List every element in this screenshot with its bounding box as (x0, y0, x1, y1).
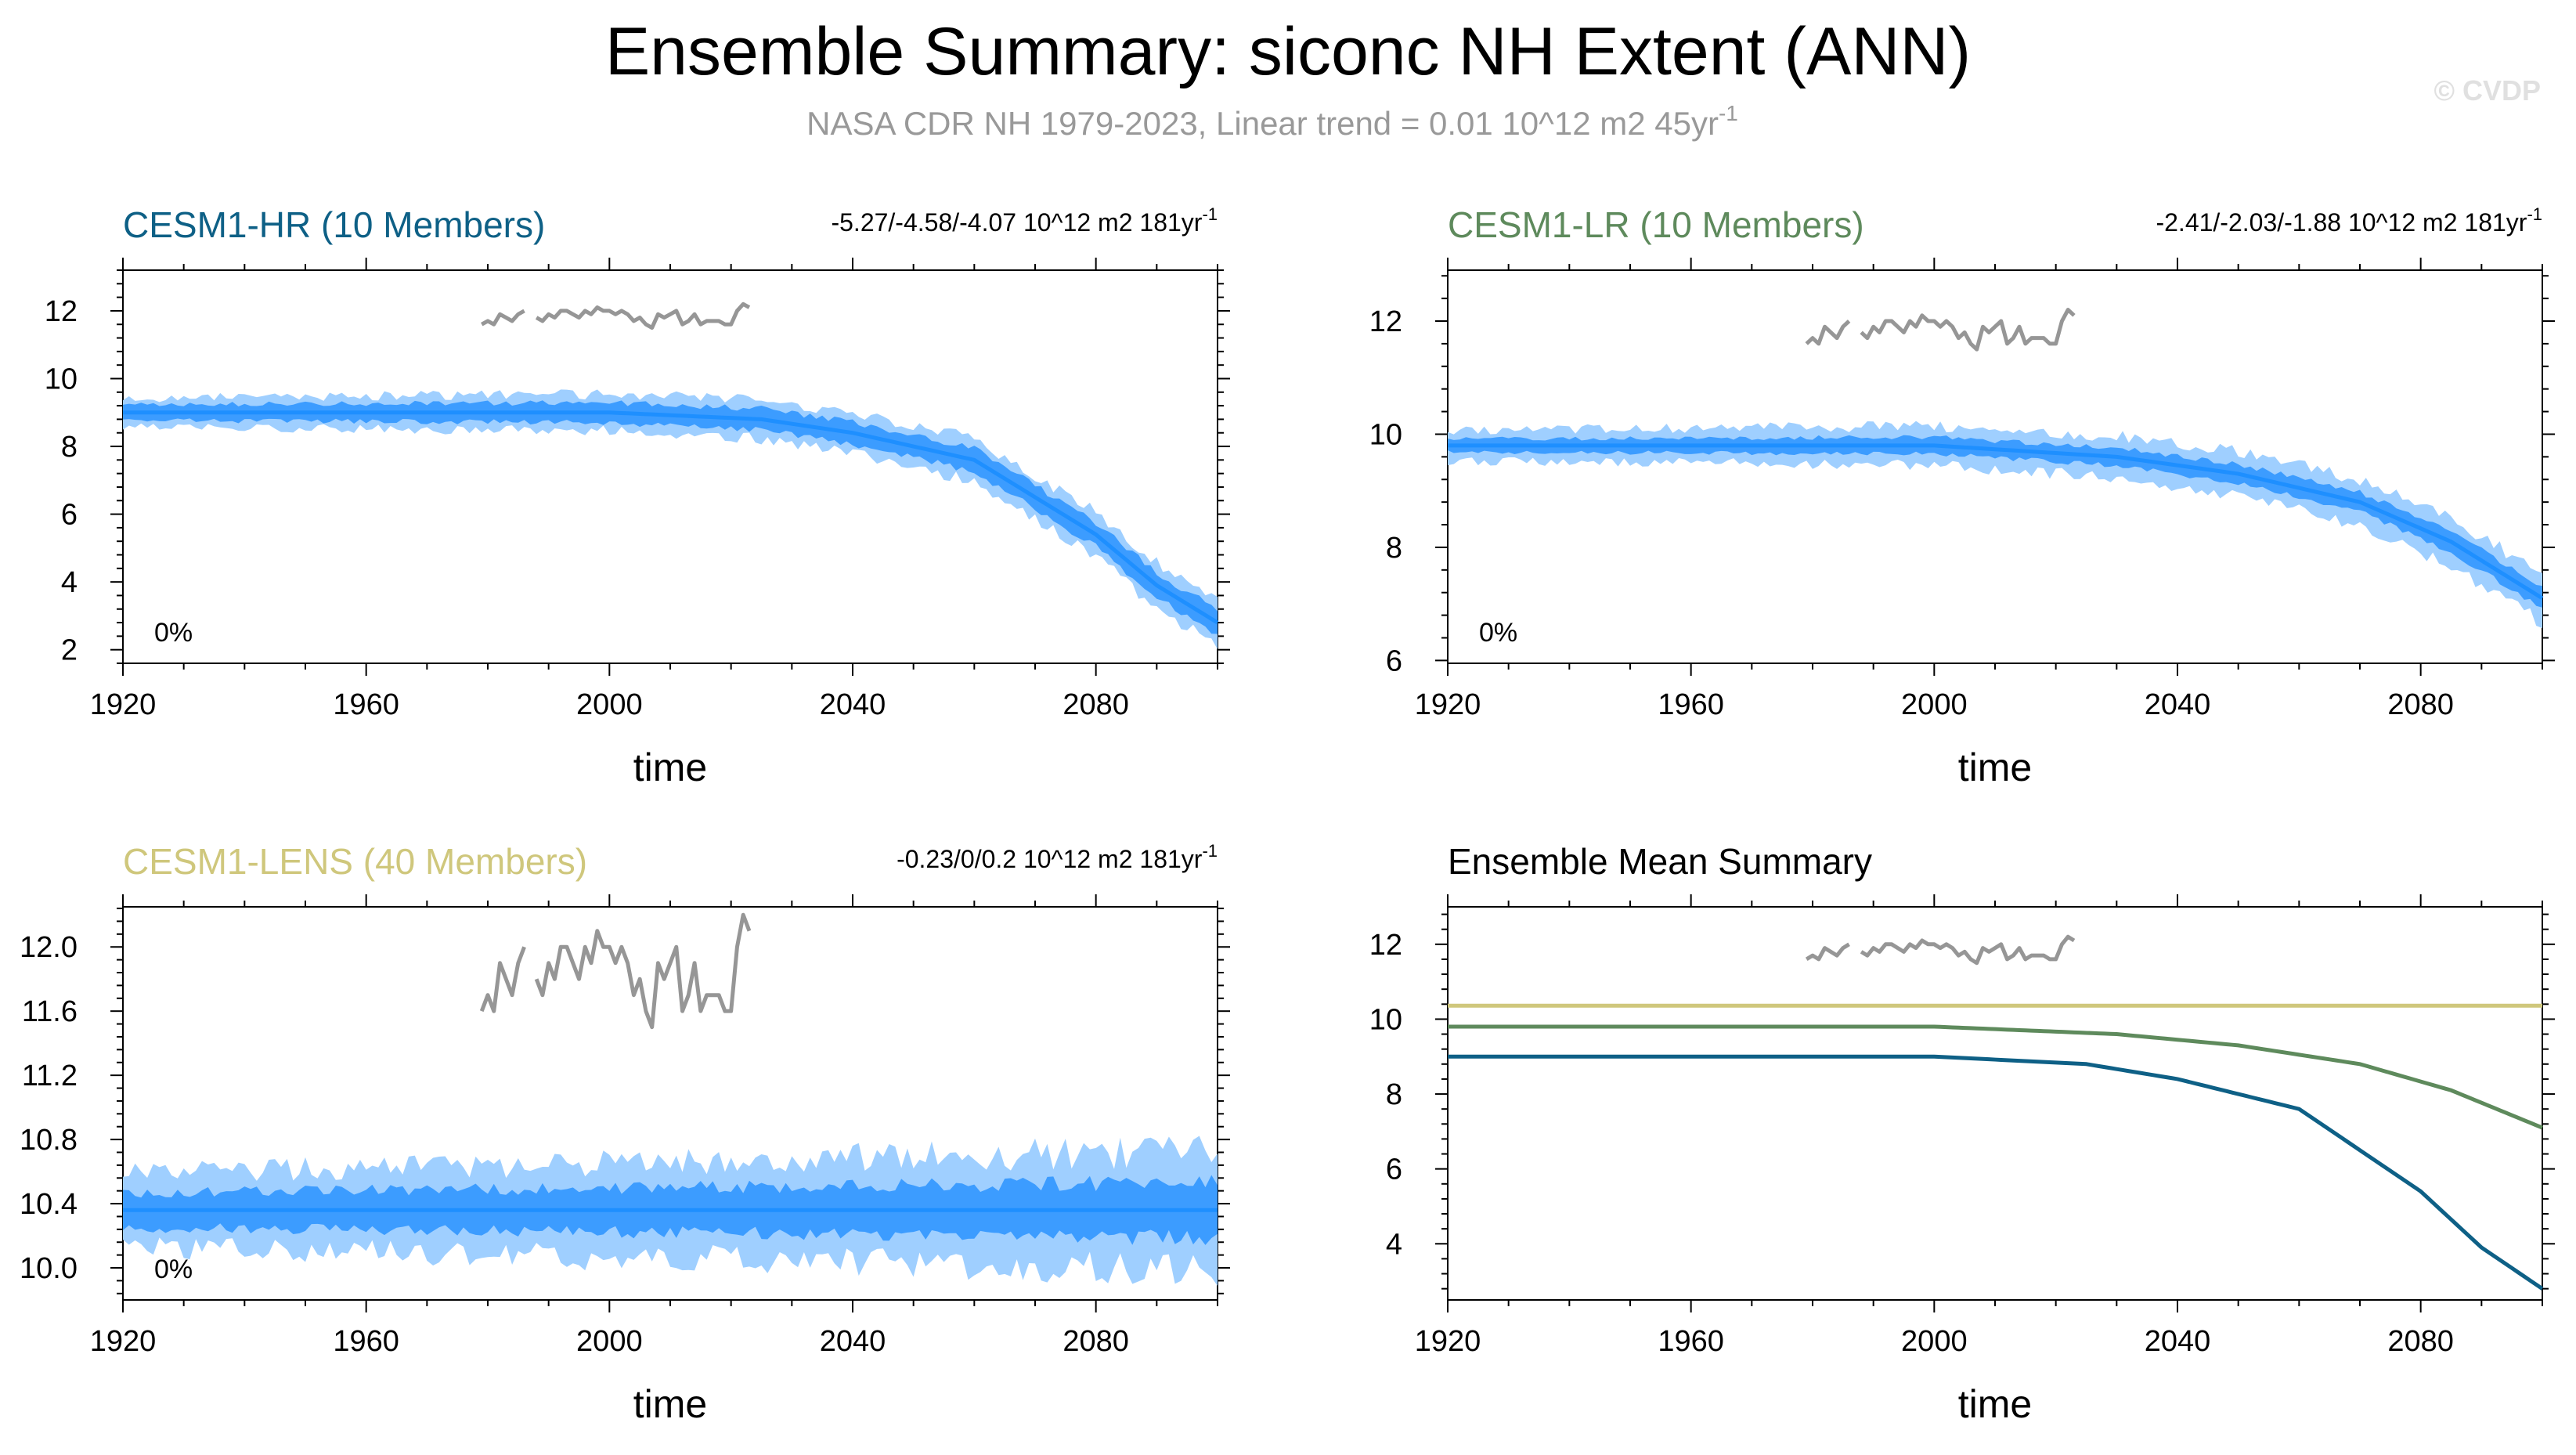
plot-frame (1447, 269, 2543, 664)
y-tick-label: 11.2 (22, 1060, 78, 1092)
x-tick-label: 1960 (333, 688, 399, 721)
y-tick-label: 10 (1369, 418, 1402, 451)
plot-frame (1447, 906, 2543, 1301)
y-tick-label: 6 (1386, 1154, 1402, 1186)
x-tick-label: 2000 (576, 1325, 643, 1358)
series-line-cesm1-hr (1448, 1054, 2544, 1291)
y-tick-label: 6 (1386, 644, 1402, 677)
ensemble-mean-line (123, 410, 1219, 625)
y-tick-label: 6 (61, 499, 78, 532)
trend-label-superscript: -1 (2527, 204, 2542, 224)
x-tick-label: 2080 (2387, 1325, 2454, 1358)
x-axis-label: time (633, 746, 707, 789)
panel-3: CESM1-LENS (40 Members) -0.23/0/0.2 10^12… (20, 841, 1230, 1426)
x-tick-label: 2040 (820, 1325, 886, 1358)
trend-label-superscript: -1 (1202, 841, 1218, 861)
y-tick-label: 4 (61, 566, 78, 599)
figure-title: Ensemble Summary: siconc NH Extent (ANN) (605, 14, 1971, 89)
panel-title: CESM1-LR (10 Members) (1448, 204, 1864, 245)
x-axis-label: time (1958, 746, 2032, 789)
ensemble-mean-line (1448, 443, 2544, 601)
panel-title: Ensemble Mean Summary (1448, 841, 1872, 882)
panels: CESM1-HR (10 Members) -5.27/-4.58/-4.07 1… (20, 204, 2555, 1426)
x-tick-label: 1920 (1415, 1325, 1481, 1358)
x-tick-label: 1920 (90, 688, 157, 721)
y-tick-label: 8 (1386, 1078, 1402, 1111)
panel-2: CESM1-LR (10 Members) -2.41/-2.03/-1.88 1… (1369, 204, 2555, 789)
percent-label: 0% (154, 1255, 193, 1284)
trend-label: -2.41/-2.03/-1.88 10^12 m2 181yr-1 (2156, 204, 2542, 236)
trend-label-text: -2.41/-2.03/-1.88 10^12 m2 181yr (2156, 208, 2527, 236)
figure-subtitle-superscript: -1 (1719, 101, 1738, 125)
percent-label: 0% (154, 618, 193, 648)
series-line-cesm1-lr (1448, 1024, 2543, 1130)
x-tick-label: 2040 (2145, 1325, 2211, 1358)
y-tick-label: 10.0 (20, 1252, 78, 1285)
observations-line (1805, 934, 2076, 966)
y-tick-label: 11.6 (22, 995, 78, 1028)
panel-4: Ensemble Mean Summary 1920 1960 2000 2040 208… (1369, 841, 2555, 1426)
y-tick-label: 10.4 (20, 1188, 78, 1221)
observations-line (479, 912, 752, 1030)
trend-label-text: -5.27/-4.58/-4.07 10^12 m2 181yr (831, 208, 1202, 236)
y-tick-label: 12.0 (20, 931, 78, 964)
x-tick-label: 2080 (1063, 688, 1129, 721)
panel-title: CESM1-HR (10 Members) (123, 204, 545, 245)
x-tick-label: 2000 (1901, 1325, 1968, 1358)
x-tick-label: 2040 (2145, 688, 2211, 721)
x-tick-label: 2040 (820, 688, 886, 721)
x-tick-label: 2080 (2387, 688, 2454, 721)
observations-line (1805, 308, 2076, 352)
y-tick-label: 12 (1369, 929, 1402, 962)
x-axis-label: time (633, 1382, 707, 1426)
y-tick-label: 8 (61, 431, 78, 464)
trend-label-superscript: -1 (1202, 204, 1218, 224)
observations-line (481, 301, 751, 330)
plot-frame (122, 269, 1218, 664)
x-tick-label: 1920 (1415, 688, 1481, 721)
y-tick-label: 12 (45, 295, 78, 328)
panel-title: CESM1-LENS (40 Members) (123, 841, 587, 882)
x-axis-label: time (1958, 1382, 2032, 1426)
x-tick-label: 2080 (1063, 1325, 1129, 1358)
x-tick-label: 2000 (1901, 688, 1968, 721)
x-tick-label: 1960 (1658, 1325, 1724, 1358)
x-tick-label: 1960 (1658, 688, 1724, 721)
x-tick-label: 1960 (333, 1325, 399, 1358)
x-tick-label: 2000 (576, 688, 643, 721)
x-tick-label: 1920 (90, 1325, 157, 1358)
trend-label: -0.23/0/0.2 10^12 m2 181yr-1 (897, 841, 1218, 873)
ensemble-inner-spread-band (123, 400, 1218, 634)
panel-1: CESM1-HR (10 Members) -5.27/-4.58/-4.07 1… (45, 204, 1230, 789)
cvdp-watermark: © CVDP (2433, 74, 2541, 107)
y-tick-label: 2 (61, 634, 78, 667)
y-tick-label: 10 (45, 363, 78, 395)
trend-label: -5.27/-4.58/-4.07 10^12 m2 181yr-1 (831, 204, 1218, 236)
ensemble-inner-spread-band (1448, 435, 2542, 608)
figure-subtitle-text: NASA CDR NH 1979-2023, Linear trend = 0.… (806, 105, 1719, 142)
figure-subtitle: NASA CDR NH 1979-2023, Linear trend = 0.… (806, 101, 1738, 142)
y-tick-label: 4 (1386, 1228, 1402, 1261)
y-tick-label: 8 (1386, 532, 1402, 565)
percent-label: 0% (1479, 618, 1517, 648)
y-tick-label: 10 (1369, 1003, 1402, 1036)
y-tick-label: 10.8 (20, 1124, 78, 1157)
trend-label-text: -0.23/0/0.2 10^12 m2 181yr (897, 845, 1203, 873)
y-tick-label: 12 (1369, 305, 1402, 338)
